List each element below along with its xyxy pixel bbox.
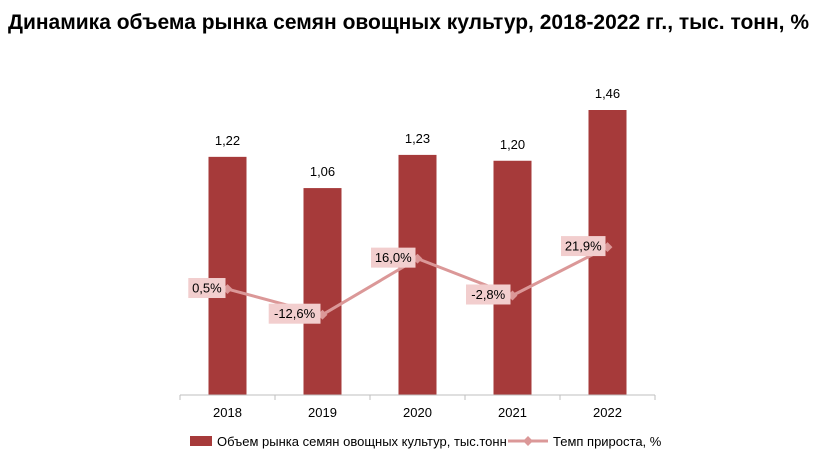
bar-value-label-2018: 1,22 [215, 133, 240, 148]
x-tick-label-2022: 2022 [593, 405, 622, 420]
growth-label-box-2021 [466, 284, 511, 305]
growth-label-box-2022 [561, 236, 606, 257]
bar-value-label-2022: 1,46 [595, 86, 620, 101]
bar-2020 [398, 154, 437, 395]
x-tick-label-2021: 2021 [498, 405, 527, 420]
legend-line-label: Темп прироста, % [553, 434, 662, 449]
legend-line-marker [523, 436, 533, 446]
growth-label-2018: 0,5% [192, 281, 222, 296]
growth-label-2021: -2,8% [471, 287, 505, 302]
bar-value-label-2021: 1,20 [500, 137, 525, 152]
x-tick-label-2018: 2018 [213, 405, 242, 420]
x-tick-label-2020: 2020 [403, 405, 432, 420]
bar-value-label-2020: 1,23 [405, 131, 430, 146]
x-axis: 2018 2019 2020 2021 2022 [179, 394, 656, 420]
growth-label-box-2019 [268, 303, 321, 324]
x-tick-label-2019: 2019 [308, 405, 337, 420]
legend-bar-swatch [190, 436, 212, 446]
growth-label-box-2018 [188, 278, 226, 299]
legend-bar-label: Объем рынка семян овощных культур, тыс.т… [217, 434, 507, 449]
bar-2018 [208, 156, 247, 395]
growth-label-2020: 16,0% [375, 250, 412, 265]
legend: Объем рынка семян овощных культур, тыс.т… [190, 434, 662, 449]
bar-value-label-2019: 1,06 [310, 164, 335, 179]
bar-2019 [303, 188, 342, 395]
bar-series: 1,22 1,06 1,23 1,20 1,46 [208, 86, 627, 395]
bar-2021 [493, 160, 532, 395]
growth-label-box-2020 [371, 247, 416, 268]
growth-label-2019: -12,6% [274, 306, 316, 321]
chart-title: Динамика объема рынка семян овощных куль… [8, 11, 809, 34]
growth-label-2022: 21,9% [565, 239, 602, 254]
growth-line-series: 0,5% -12,6% 16,0% -2,8% 21,9% [188, 236, 613, 324]
